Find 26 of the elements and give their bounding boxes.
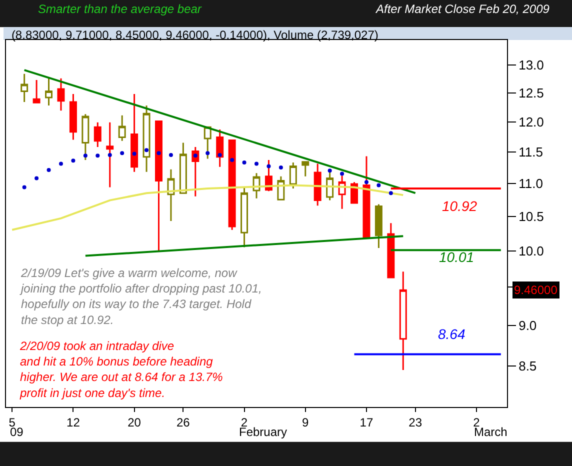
x-tick-label: 9 [302,415,310,430]
annotation: 10.01 [439,249,474,265]
annotation: 8.64 [438,326,466,342]
y-tick-label: 10.5 [518,208,544,224]
annotation: 10.92 [442,198,478,214]
text: After Market Close Feb 20, 2009 [375,2,550,16]
y-tick-label: 8.5 [518,358,537,374]
y-tick-label: 11.0 [518,176,543,191]
text: March [474,425,508,439]
x-tick-label: 20 [128,415,142,430]
y-tick-label: 13.0 [518,58,544,73]
text: February [239,425,288,439]
x-tick-label: 23 [408,415,422,430]
annotation: 2/20/09 took an intraday dive and hit a 10% bonus before heading higher. We are out at 8.64 for a 13.7% profit in just one day's time. [19,339,224,400]
y-tick-label: 12.0 [518,114,544,130]
annotation: 2/19/09 Let's give a warm welcome, now joining the portfolio after dropping past 10.01, hopefully on its way to the 7.43 target. Hold the stop at 10.92. [19,266,262,327]
y-tick-label: 9.0 [518,318,537,333]
text: Smarter than the average bear [38,2,202,16]
x-tick-label: 12 [66,415,80,430]
y-tick-label: 11.5 [518,144,543,160]
chart-title: (8.83000, 9.71000, 8.45000, 9.46000, -0.14000), Volume (2,739,027) [11,28,378,42]
y-tick-label: 10.0 [518,243,544,258]
text: 9.46000 [514,283,558,297]
x-tick-label: 26 [176,415,190,430]
y-tick-label: 12.5 [518,85,544,100]
x-tick-label: 17 [360,415,374,430]
